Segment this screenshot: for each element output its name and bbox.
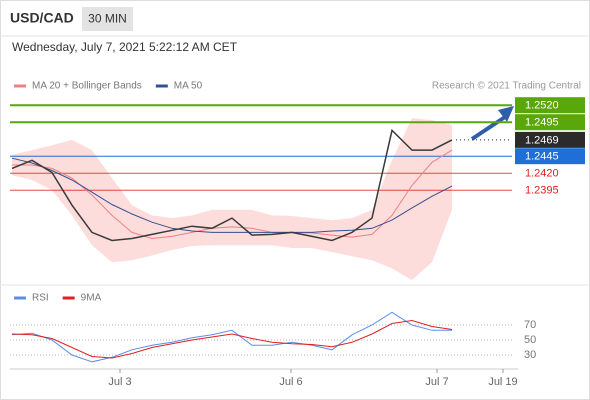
y-tick-label: 30 bbox=[524, 349, 536, 361]
series-line bbox=[11, 157, 453, 233]
source: Research © 2021 Trading Central bbox=[432, 81, 581, 92]
series-line bbox=[11, 128, 453, 242]
y-tick-label: 50 bbox=[524, 334, 536, 346]
series-line bbox=[11, 319, 453, 359]
x-tick-label: Jul 3 bbox=[108, 376, 131, 388]
legend-swatch bbox=[14, 84, 26, 88]
legend-swatch bbox=[62, 296, 75, 300]
level-label: 1.2445 bbox=[525, 151, 559, 163]
series-line bbox=[11, 311, 452, 363]
level-label: 1.2520 bbox=[525, 100, 559, 112]
level-label: 1.2495 bbox=[525, 117, 559, 129]
level-label: 1.2420 bbox=[525, 168, 559, 180]
timeframe[interactable]: 30 MIN bbox=[88, 12, 127, 26]
level-label-box bbox=[515, 97, 585, 114]
forecast-arrowhead bbox=[498, 106, 514, 122]
series-line bbox=[12, 149, 453, 240]
level-label-box bbox=[515, 148, 585, 165]
timeframe-button[interactable] bbox=[82, 7, 133, 31]
legend-swatch bbox=[155, 84, 168, 88]
datetime: Wednesday, July 7, 2021 5:22:12 AM CET bbox=[12, 40, 238, 54]
legend-label: RSI bbox=[32, 293, 49, 304]
legend-label: MA 50 bbox=[174, 81, 203, 92]
level-label: 1.2469 bbox=[525, 134, 559, 146]
level-label-box bbox=[515, 131, 585, 148]
x-tick-label: Jul 19 bbox=[488, 376, 517, 388]
x-tick-label: Jul 6 bbox=[279, 376, 302, 388]
legend-label: 9MA bbox=[81, 293, 102, 304]
level-label: 1.2395 bbox=[525, 185, 559, 197]
x-tick-label: Jul 7 bbox=[425, 376, 448, 388]
level-label-box bbox=[515, 114, 585, 131]
legend-swatch bbox=[14, 296, 26, 300]
symbol: USD/CAD bbox=[10, 10, 74, 26]
legend-label: MA 20 + Bollinger Bands bbox=[32, 81, 142, 92]
y-tick-label: 70 bbox=[524, 319, 536, 331]
forecast-arrow bbox=[470, 115, 507, 141]
